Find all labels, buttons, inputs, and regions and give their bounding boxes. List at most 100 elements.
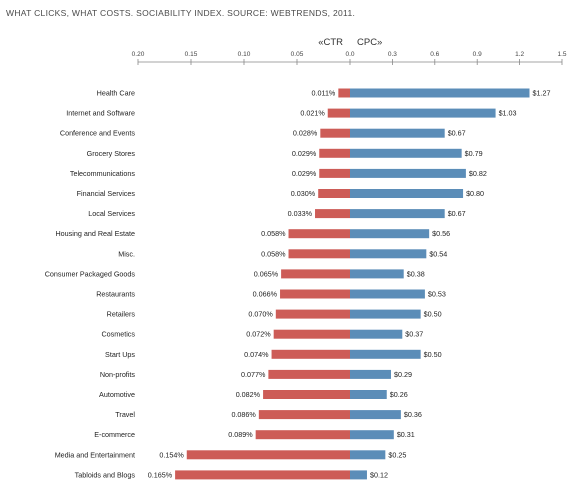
category-label: Financial Services <box>77 189 136 198</box>
category-label: Housing and Real Estate <box>55 229 135 238</box>
category-label: Start Ups <box>105 350 135 359</box>
cpc-bar <box>350 430 394 440</box>
ctr-bar <box>275 309 350 319</box>
cpc-tick-label: 1.2 <box>515 51 524 58</box>
cpc-value-label: $0.25 <box>388 450 406 459</box>
ctr-tick-label: 0.15 <box>185 51 198 58</box>
cpc-bar <box>350 108 496 118</box>
category-label: Consumer Packaged Goods <box>45 269 136 278</box>
ctr-bar <box>319 148 350 158</box>
ctr-value-label: 0.074% <box>244 350 269 359</box>
ctr-header: «CTR <box>318 37 343 48</box>
ctr-tick-label: 0.0 <box>345 51 354 58</box>
ctr-value-label: 0.021% <box>300 109 325 118</box>
chart-title: WHAT CLICKS, WHAT COSTS. SOCIABILITY IND… <box>6 8 356 18</box>
ctr-bar <box>273 329 350 339</box>
ctr-value-label: 0.033% <box>288 209 313 218</box>
cpc-bar <box>350 249 427 259</box>
cpc-value-label: $0.56 <box>432 229 450 238</box>
cpc-bar <box>350 450 386 460</box>
ctr-bar <box>338 88 350 98</box>
bars: Health Care 0.011% $1.27 Internet and Softw… <box>45 88 550 480</box>
cpc-bar <box>350 309 421 319</box>
cpc-header: CPC» <box>357 37 382 48</box>
cpc-value-label: $0.67 <box>448 209 466 218</box>
cpc-value-label: $0.80 <box>466 189 484 198</box>
ctr-value-label: 0.089% <box>228 430 253 439</box>
ctr-value-label: 0.086% <box>231 410 256 419</box>
cpc-value-label: $0.54 <box>429 249 447 258</box>
ctr-value-label: 0.070% <box>248 310 273 319</box>
ctr-bar <box>320 128 350 138</box>
ctr-tick-label: 0.05 <box>291 51 304 58</box>
ctr-value-label: 0.058% <box>261 249 286 258</box>
ctr-bar <box>327 108 350 118</box>
cpc-bar <box>350 329 403 339</box>
cpc-bar <box>350 289 425 299</box>
ctr-bar <box>258 410 350 420</box>
cpc-value-label: $0.50 <box>424 350 442 359</box>
ctr-bar <box>319 168 350 178</box>
category-label: E-commerce <box>94 430 135 439</box>
cpc-bar <box>350 410 401 420</box>
ctr-value-label: 0.154% <box>159 450 184 459</box>
cpc-value-label: $0.12 <box>370 470 388 479</box>
cpc-value-label: $0.36 <box>404 410 422 419</box>
ctr-value-label: 0.030% <box>291 189 316 198</box>
cpc-bar <box>350 349 421 359</box>
category-label: Travel <box>115 410 135 419</box>
ctr-value-label: 0.066% <box>253 290 278 299</box>
cpc-bar <box>350 390 387 399</box>
cpc-bar <box>350 168 466 178</box>
cpc-bar <box>350 209 445 219</box>
ctr-value-label: 0.029% <box>292 149 317 158</box>
ctr-value-label: 0.077% <box>241 370 266 379</box>
cpc-bar <box>350 88 530 98</box>
ctr-bar <box>318 189 350 198</box>
cpc-value-label: $0.31 <box>397 430 415 439</box>
ctr-bar <box>268 369 350 379</box>
category-label: Media and Entertainment <box>55 450 135 459</box>
cpc-value-label: $0.37 <box>405 330 423 339</box>
category-label: Retailers <box>107 310 136 319</box>
cpc-value-label: $1.27 <box>532 89 550 98</box>
cpc-value-label: $0.38 <box>407 269 425 278</box>
cpc-value-label: $0.67 <box>448 129 466 138</box>
cpc-value-label: $0.29 <box>394 370 412 379</box>
ctr-value-label: 0.058% <box>261 229 286 238</box>
cpc-value-label: $0.53 <box>428 290 446 299</box>
category-label: Health Care <box>97 89 135 98</box>
category-label: Telecommunications <box>70 169 136 178</box>
category-label: Local Services <box>88 209 135 218</box>
ctr-value-label: 0.165% <box>148 470 173 479</box>
ctr-bar <box>281 269 350 279</box>
ctr-value-label: 0.065% <box>254 269 279 278</box>
ctr-bar <box>288 229 350 239</box>
ctr-bar <box>271 349 350 359</box>
ctr-bar <box>186 450 350 460</box>
category-label: Misc. <box>118 249 135 258</box>
cpc-bar <box>350 229 430 239</box>
cpc-value-label: $0.79 <box>465 149 483 158</box>
axis: 0.20 0.15 0.10 0.05 0.0 0.3 0.6 0.9 1.2 1.5 <box>132 51 567 65</box>
category-label: Cosmetics <box>101 330 135 339</box>
cpc-value-label: $1.03 <box>499 109 517 118</box>
cpc-bar <box>350 148 462 158</box>
cpc-tick-label: 1.5 <box>557 51 566 58</box>
category-label: Internet and Software <box>66 109 135 118</box>
cpc-tick-label: 0.6 <box>430 51 439 58</box>
ctr-bar <box>288 249 350 259</box>
cpc-value-label: $0.50 <box>424 310 442 319</box>
ctr-bar <box>175 470 350 480</box>
cpc-tick-label: 0.9 <box>473 51 482 58</box>
ctr-value-label: 0.072% <box>246 330 271 339</box>
cpc-bar <box>350 189 464 198</box>
cpc-bar <box>350 128 445 138</box>
category-label: Automotive <box>99 390 135 399</box>
ctr-value-label: 0.082% <box>236 390 261 399</box>
ctr-value-label: 0.011% <box>311 89 335 98</box>
cpc-bar <box>350 269 404 279</box>
ctr-bar <box>255 430 350 440</box>
category-label: Grocery Stores <box>87 149 136 158</box>
